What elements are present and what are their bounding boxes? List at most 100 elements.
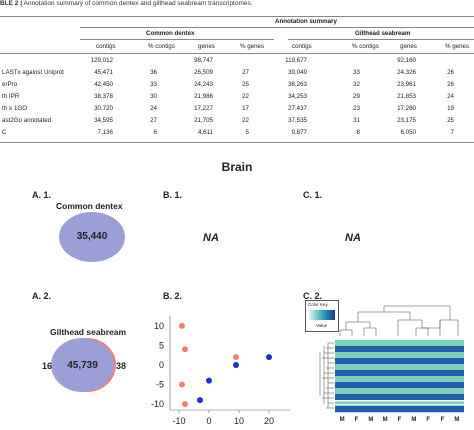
- scatter-point: [179, 322, 185, 329]
- sample-label: M: [368, 417, 373, 423]
- panel-a1-label: A. 1.: [32, 190, 52, 200]
- panel-c1-label: C. 1.: [303, 190, 323, 200]
- color-key-title: Color Key: [308, 302, 328, 307]
- sample-label: M: [383, 417, 388, 423]
- table-cell: 33: [353, 69, 360, 76]
- table-cell: 6,050: [400, 129, 416, 136]
- table-cell: 92,160: [397, 57, 416, 64]
- table-cell: 4,611: [197, 129, 213, 136]
- row-dendrogram: [319, 342, 334, 409]
- table-cell: 26: [447, 81, 454, 88]
- sample-label: F: [355, 417, 359, 423]
- scatter-point: [182, 401, 188, 408]
- table-cell: 24,326: [397, 69, 416, 76]
- heatmap-row: [335, 340, 464, 343]
- figure-title: Brain: [221, 160, 253, 174]
- panel-b1-label: B. 1.: [163, 190, 183, 200]
- table-row-label: erPro: [2, 81, 18, 88]
- sample-label: F: [398, 417, 402, 423]
- heatmap-row: [335, 378, 464, 381]
- table-bottom-rule: [0, 142, 474, 143]
- sample-label: M: [454, 417, 459, 423]
- table-cell: 25: [242, 81, 249, 88]
- table-row-label: LASTx against Uniprot: [2, 69, 64, 76]
- table-cell: 34,595: [94, 117, 113, 124]
- table-cell: 34,253: [288, 93, 307, 100]
- table-cell: 19: [447, 105, 454, 112]
- table-row-label: ast2Go annotated: [2, 117, 52, 124]
- column-dendrogram: [339, 305, 459, 336]
- panel-b2-label: B. 2.: [163, 291, 183, 301]
- table-group-rule: [80, 27, 474, 28]
- scatter-y-tick-label: 0: [159, 360, 164, 370]
- panel-a2-label: A. 2.: [32, 291, 52, 301]
- heatmap-row: [335, 344, 464, 347]
- table-cell: 24: [150, 105, 157, 112]
- table-cell: 6: [153, 129, 157, 136]
- scatter-x-tick-label: 20: [264, 416, 274, 426]
- table-cell: 22: [242, 117, 249, 124]
- panel-c2-label: C. 2.: [303, 291, 323, 301]
- scatter-point: [233, 354, 239, 361]
- column-header: genes: [198, 43, 215, 50]
- sample-label: F: [441, 417, 445, 423]
- sample-label: M: [411, 417, 416, 423]
- table-cell: 42,450: [94, 81, 113, 88]
- scatter-point: [206, 377, 212, 384]
- table-cell: 37,535: [288, 117, 307, 124]
- species-rule-seabream: [288, 39, 474, 40]
- species-header-dentex: Common dentex: [146, 30, 195, 37]
- color-key-axis: Value: [316, 323, 328, 328]
- scatter-point: [179, 381, 185, 388]
- table-row-label: th ≥ 1GO: [2, 105, 28, 112]
- scatter-x-tick-label: 10: [234, 416, 244, 426]
- table-cell: 8: [356, 129, 360, 136]
- species-rule-dentex: [80, 39, 274, 40]
- column-header: genes: [400, 43, 417, 50]
- table-cell: 22: [242, 93, 249, 100]
- table-cell: 27,437: [288, 105, 307, 112]
- venn-a1-title: Common dentex: [56, 201, 123, 211]
- table-cell: 21,705: [194, 117, 213, 124]
- heatmap-row: [335, 384, 464, 387]
- heatmap-row: [335, 388, 464, 391]
- scatter-y-tick-label: -10: [151, 399, 164, 409]
- scatter-plot: 10 5 0 -5 -10 -10 0 10 20: [151, 316, 290, 426]
- heatmap-row: [335, 408, 464, 411]
- table-caption: BLE 2 | Annotation summary of common den…: [0, 0, 253, 7]
- scatter-x-tick-label: 0: [206, 416, 211, 426]
- table-cell: 33: [150, 81, 157, 88]
- table-cell: 17,227: [194, 105, 213, 112]
- table-cell: 17,280: [397, 105, 416, 112]
- heatmap-row: [335, 376, 464, 379]
- table-cell: 7: [450, 129, 454, 136]
- table-cell: 27: [150, 117, 157, 124]
- table-row-label: th IPR: [2, 93, 20, 100]
- table-cell: 21,853: [397, 93, 416, 100]
- sample-label: M: [340, 417, 345, 423]
- column-header: contigs: [96, 43, 116, 50]
- heatmap-row: [335, 392, 464, 395]
- scatter-y-tick-label: -5: [156, 380, 164, 390]
- heatmap-row: [335, 356, 464, 359]
- table-cell: 98,747: [194, 57, 213, 64]
- table-cell: 129,012: [90, 57, 113, 64]
- venn-circle-dentex: [59, 212, 125, 262]
- color-key-gradient: [309, 310, 335, 320]
- table-row-label: C: [2, 129, 7, 136]
- heatmap-row: [335, 362, 464, 365]
- table-cell: 39,049: [288, 69, 307, 76]
- scatter-point: [233, 361, 239, 368]
- scatter-y-tick-label: 10: [154, 321, 164, 331]
- table-cell: 31: [353, 117, 360, 124]
- table-cell: 9,877: [291, 129, 307, 136]
- caption-label: BLE 2 |: [0, 0, 23, 7]
- venn-circle-seabream: [51, 338, 114, 392]
- table-cell: 26: [447, 69, 454, 76]
- species-header-seabream: Gilthead seabream: [355, 30, 411, 37]
- heatmap-row: [335, 354, 464, 357]
- heatmap-row: [335, 368, 464, 371]
- heatmap-row: [335, 402, 464, 405]
- heatmap-row: [335, 398, 464, 401]
